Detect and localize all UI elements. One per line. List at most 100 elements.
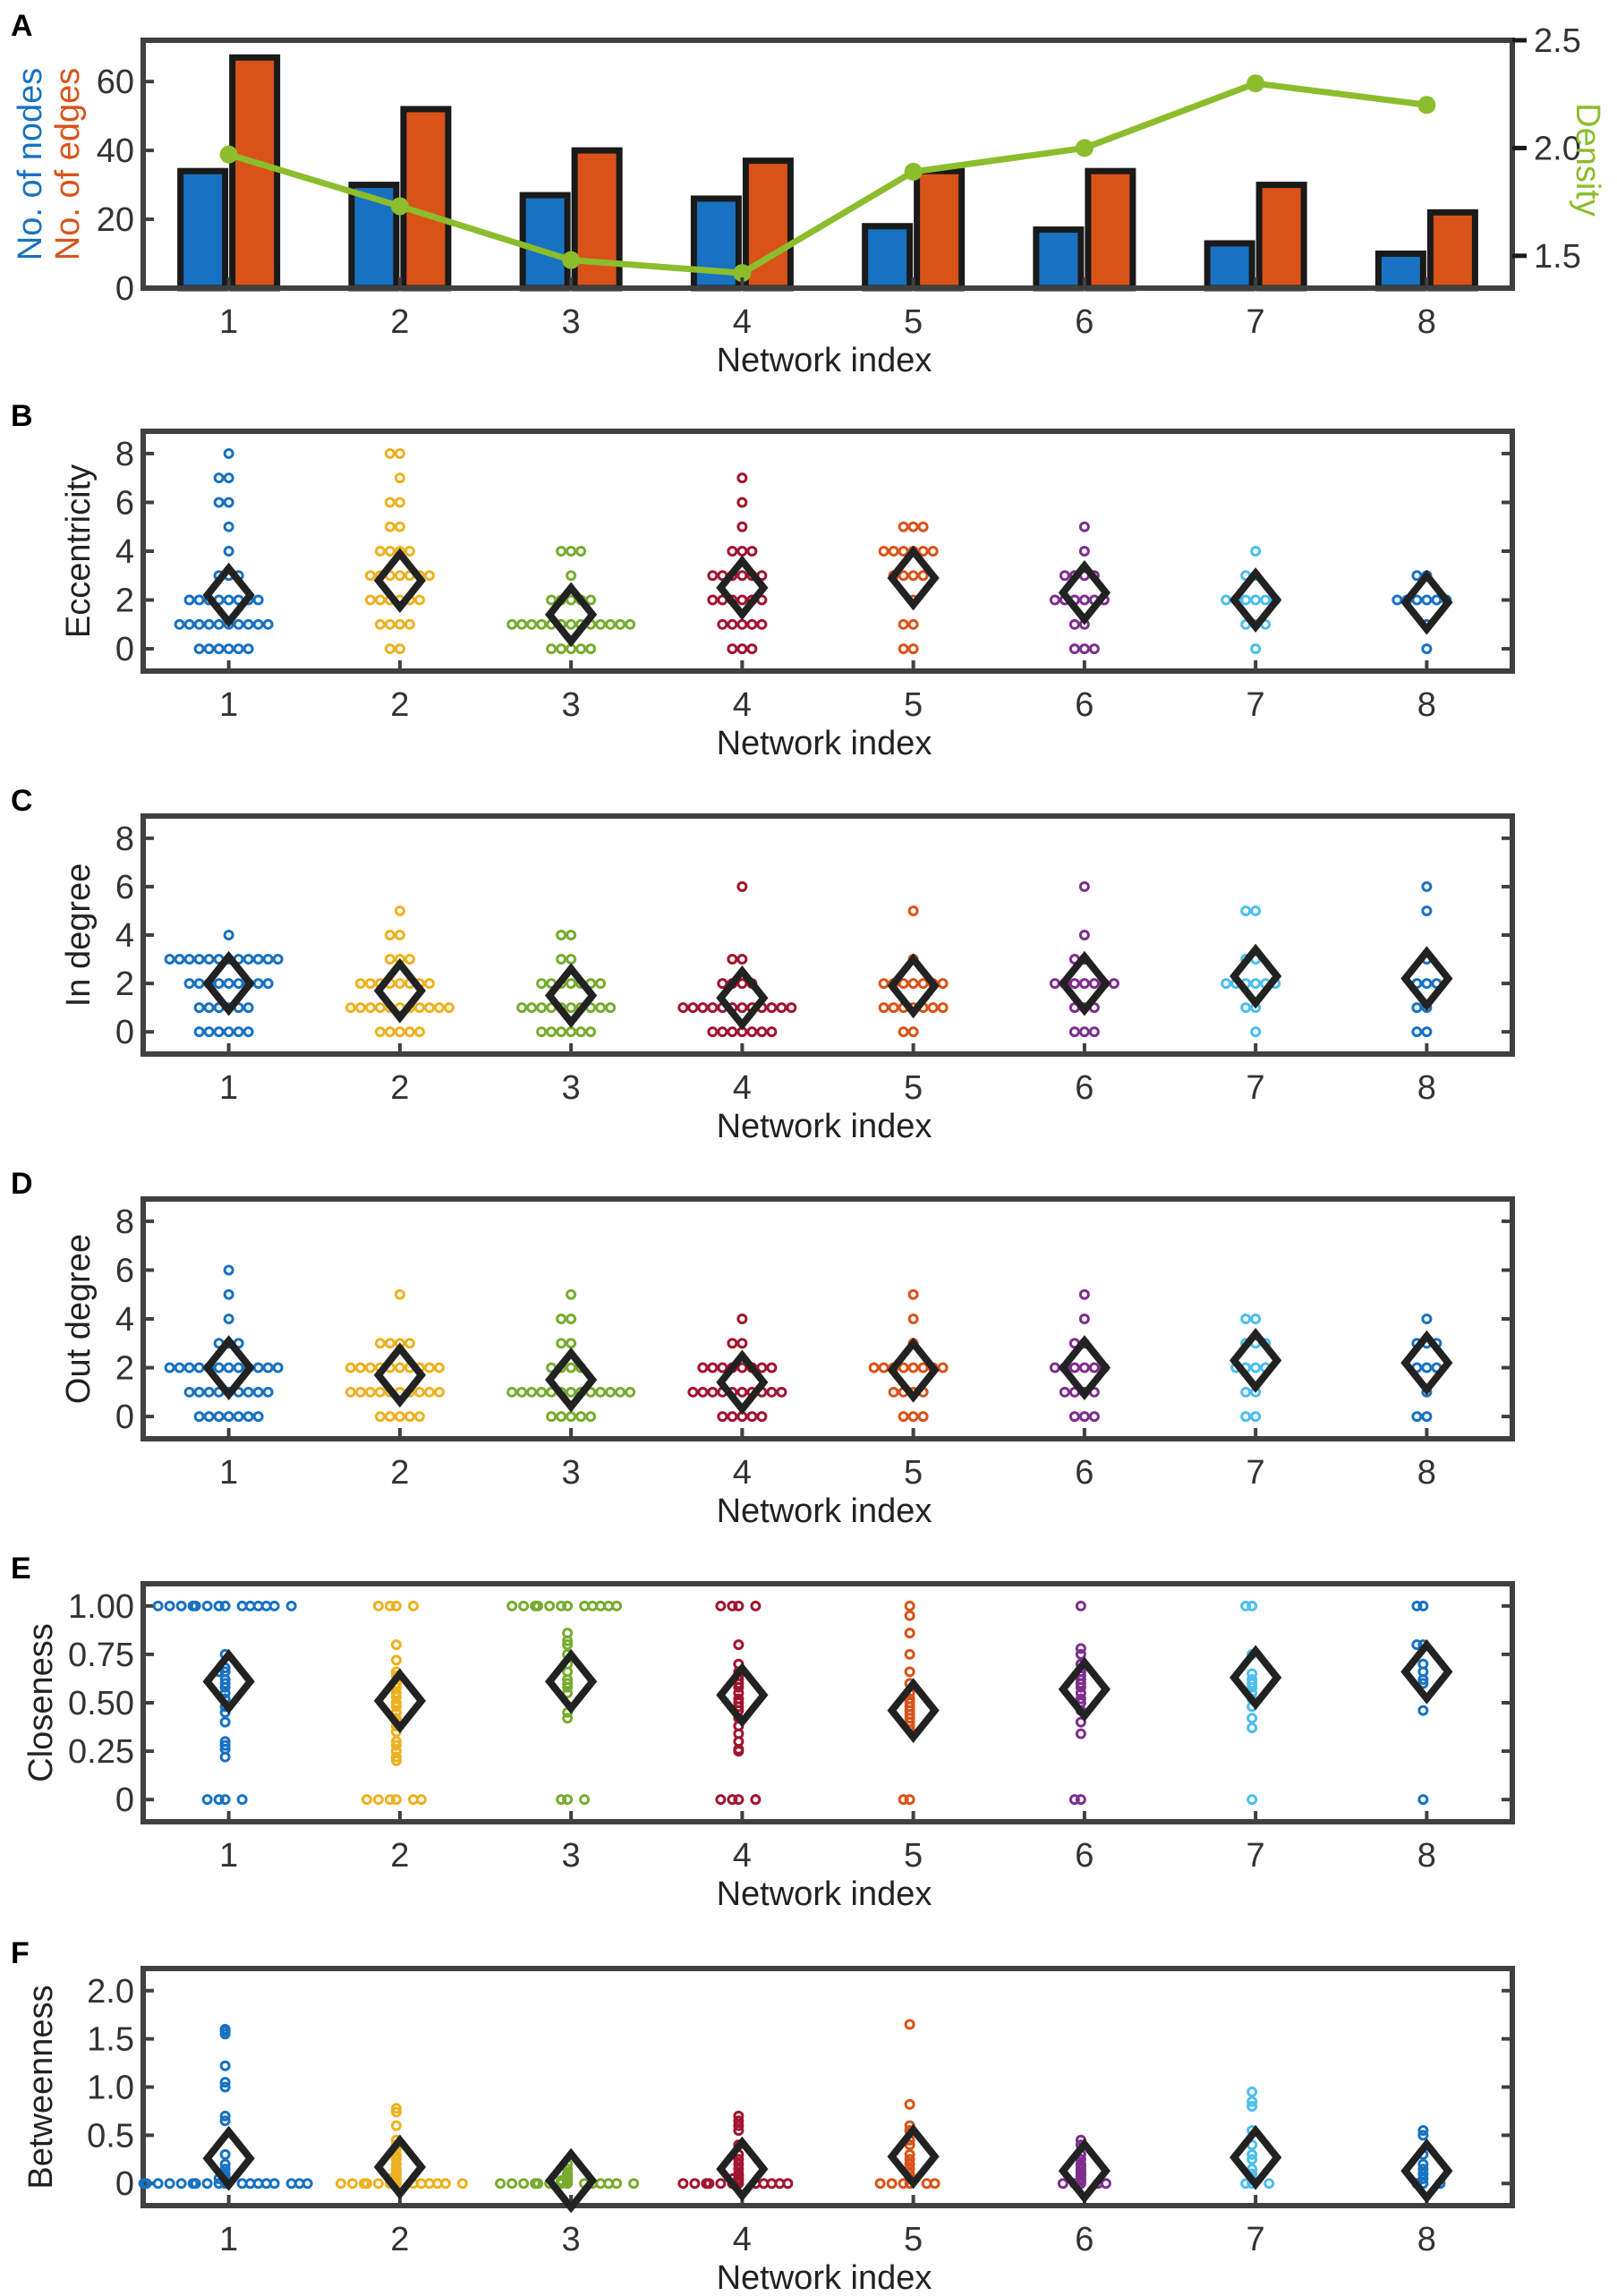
data-point — [223, 497, 234, 508]
x-axis-label: Network index — [717, 2259, 932, 2296]
data-point — [404, 546, 415, 557]
x-tick-label: 3 — [562, 303, 581, 341]
data-point — [1221, 594, 1232, 606]
density-line — [227, 80, 1427, 276]
data-point — [262, 1386, 274, 1398]
x-tick-label: 5 — [904, 303, 923, 341]
y-axis-label: Betweenness — [22, 1985, 60, 2189]
data-point — [707, 1026, 719, 1038]
data-point — [1075, 1648, 1086, 1660]
data-point — [736, 1362, 748, 1373]
data-point — [1411, 570, 1423, 582]
y-tick-label: 0.5 — [87, 2117, 134, 2155]
data-point — [1078, 978, 1090, 990]
data-point — [193, 1411, 205, 1423]
density-point — [904, 162, 923, 181]
data-point — [364, 1362, 376, 1373]
y-axis-label-nodes: No. of nodes — [12, 68, 49, 260]
y-tick-label: 0 — [115, 2165, 134, 2203]
data-point — [219, 2077, 231, 2088]
data-point — [345, 1386, 356, 1398]
data-point — [183, 1386, 195, 1398]
data-point — [1247, 1678, 1258, 1689]
x-tick-label: 1 — [219, 2221, 238, 2258]
data-point — [575, 643, 587, 655]
data-point — [1075, 1728, 1086, 1739]
data-point — [605, 618, 617, 630]
mean-marker — [887, 545, 940, 611]
data-point — [374, 594, 386, 606]
y-tick-right-label: 2.5 — [1534, 22, 1581, 60]
data-point — [736, 1386, 748, 1398]
data-point — [1421, 643, 1433, 655]
data-point — [1075, 1688, 1086, 1699]
density-point — [1075, 139, 1094, 157]
data-point — [733, 2158, 745, 2170]
data-point — [213, 1411, 225, 1423]
mean-marker — [1400, 1330, 1453, 1396]
data-point — [878, 546, 889, 557]
x-tick-label: 7 — [1247, 1454, 1265, 1492]
x-tick-label: 4 — [733, 2221, 752, 2258]
plot-frame — [140, 1196, 1515, 1441]
data-point — [1075, 1678, 1086, 1689]
data-point — [750, 1600, 762, 1611]
data-point — [1250, 546, 1262, 557]
data-point — [404, 618, 415, 630]
y-tick-label: 4 — [115, 1301, 134, 1339]
data-point — [390, 1654, 402, 1666]
y-tick-label: 40 — [97, 132, 134, 170]
data-point — [917, 570, 929, 582]
x-tick-label: 5 — [904, 1069, 923, 1107]
data-point — [243, 1386, 254, 1398]
data-point — [374, 1338, 386, 1349]
data-point — [736, 880, 748, 892]
data-point — [746, 546, 758, 557]
data-point — [346, 2178, 358, 2190]
data-point — [1411, 1002, 1423, 1014]
data-point — [697, 1002, 709, 1014]
bar-nodes — [177, 167, 229, 292]
data-point — [929, 2178, 940, 2190]
y-tick-label: 2 — [115, 583, 134, 620]
data-point — [717, 1411, 728, 1423]
data-point — [1411, 1411, 1423, 1423]
data-point — [193, 978, 205, 990]
data-point — [372, 2178, 384, 2190]
data-point — [394, 497, 405, 508]
data-point — [733, 2124, 745, 2136]
data-point — [595, 618, 607, 630]
data-point — [390, 1794, 402, 1806]
data-point — [766, 1362, 778, 1373]
data-point — [736, 978, 748, 990]
data-point — [727, 1026, 738, 1038]
x-tick-label: 3 — [562, 2221, 581, 2258]
x-tick-label: 6 — [1075, 303, 1094, 341]
data-point — [611, 2178, 623, 2190]
data-point — [733, 2110, 745, 2122]
mean-marker — [202, 1648, 255, 1714]
data-point — [727, 1411, 738, 1423]
data-point — [907, 643, 919, 655]
data-point — [736, 643, 748, 655]
data-point — [223, 1411, 234, 1423]
data-point — [1068, 1026, 1080, 1038]
data-point — [566, 1288, 577, 1300]
data-point — [384, 618, 396, 630]
data-point — [394, 978, 405, 990]
y-tick-label: 20 — [97, 201, 134, 239]
x-tick-label: 8 — [1417, 1837, 1436, 1875]
data-point — [585, 1026, 597, 1038]
data-point — [506, 1386, 518, 1398]
data-point — [530, 1600, 541, 1611]
data-point — [1078, 1026, 1090, 1038]
data-point — [233, 643, 244, 655]
data-point — [556, 954, 567, 965]
data-point — [1250, 1362, 1262, 1373]
data-point — [1078, 1288, 1090, 1300]
data-point — [404, 1411, 415, 1423]
data-point — [219, 2081, 231, 2093]
data-point — [1068, 1362, 1080, 1373]
data-point — [566, 1386, 577, 1398]
y-axis-label: Eccentricity — [60, 464, 98, 638]
